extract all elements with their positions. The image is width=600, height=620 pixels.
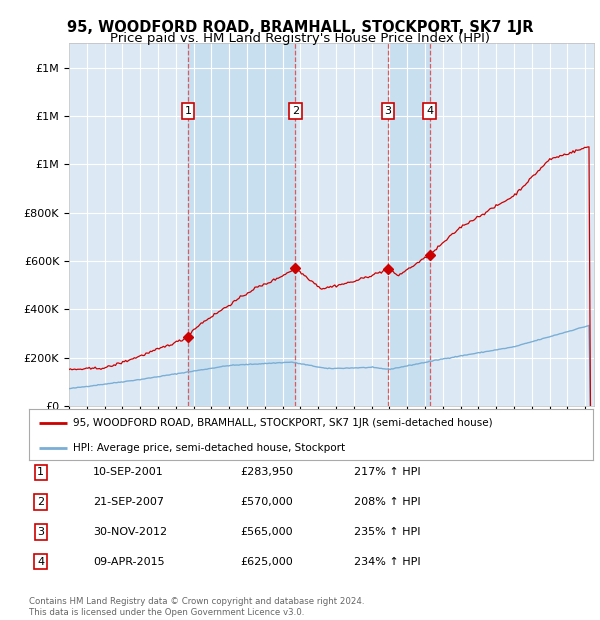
- Text: 2: 2: [37, 497, 44, 507]
- Text: 30-NOV-2012: 30-NOV-2012: [93, 527, 167, 537]
- Bar: [188, 43, 295, 406]
- Text: Price paid vs. HM Land Registry's House Price Index (HPI): Price paid vs. HM Land Registry's House …: [110, 32, 490, 45]
- Text: 235% ↑ HPI: 235% ↑ HPI: [354, 527, 421, 537]
- Text: Contains HM Land Registry data © Crown copyright and database right 2024.
This d: Contains HM Land Registry data © Crown c…: [29, 598, 364, 617]
- Text: 4: 4: [37, 557, 44, 567]
- Text: 09-APR-2015: 09-APR-2015: [93, 557, 164, 567]
- Text: 208% ↑ HPI: 208% ↑ HPI: [354, 497, 421, 507]
- Text: 21-SEP-2007: 21-SEP-2007: [93, 497, 164, 507]
- Text: 3: 3: [37, 527, 44, 537]
- Text: £565,000: £565,000: [240, 527, 293, 537]
- Text: £570,000: £570,000: [240, 497, 293, 507]
- Text: £625,000: £625,000: [240, 557, 293, 567]
- Text: 95, WOODFORD ROAD, BRAMHALL, STOCKPORT, SK7 1JR (semi-detached house): 95, WOODFORD ROAD, BRAMHALL, STOCKPORT, …: [73, 418, 493, 428]
- Bar: [388, 43, 430, 406]
- Text: 2: 2: [292, 106, 299, 116]
- Text: 217% ↑ HPI: 217% ↑ HPI: [354, 467, 421, 477]
- Text: 234% ↑ HPI: 234% ↑ HPI: [354, 557, 421, 567]
- Text: 4: 4: [426, 106, 433, 116]
- Text: 95, WOODFORD ROAD, BRAMHALL, STOCKPORT, SK7 1JR: 95, WOODFORD ROAD, BRAMHALL, STOCKPORT, …: [67, 20, 533, 35]
- Text: 3: 3: [385, 106, 391, 116]
- Text: 1: 1: [185, 106, 191, 116]
- Text: 10-SEP-2001: 10-SEP-2001: [93, 467, 164, 477]
- Text: £283,950: £283,950: [240, 467, 293, 477]
- Text: HPI: Average price, semi-detached house, Stockport: HPI: Average price, semi-detached house,…: [73, 443, 345, 453]
- Text: 1: 1: [37, 467, 44, 477]
